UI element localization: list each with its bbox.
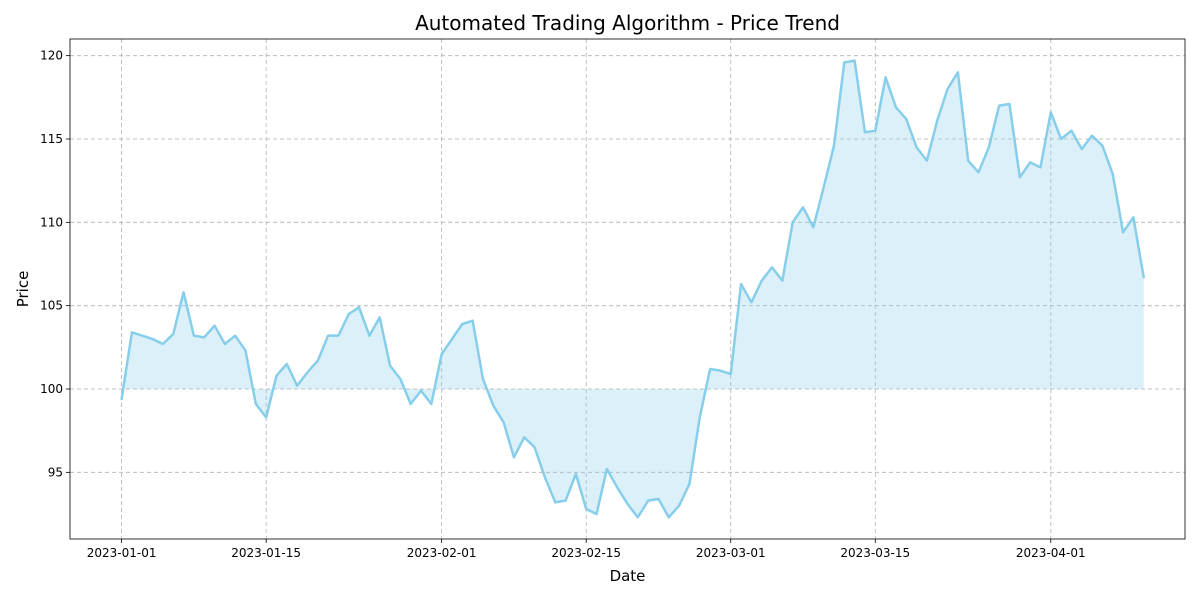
y-tick-label: 110 bbox=[40, 215, 63, 229]
y-tick-label: 120 bbox=[40, 49, 63, 63]
x-tick-label: 2023-03-15 bbox=[840, 546, 910, 560]
y-tick-label: 105 bbox=[40, 299, 63, 313]
chart-title: Automated Trading Algorithm - Price Tren… bbox=[415, 11, 840, 35]
y-tick-label: 100 bbox=[40, 382, 63, 396]
price-line bbox=[120, 59, 1145, 519]
x-axis-label: Date bbox=[610, 567, 646, 585]
x-tick-label: 2023-02-15 bbox=[551, 546, 621, 560]
baseline-fill-area bbox=[121, 60, 1144, 518]
x-tick-label: 2023-01-15 bbox=[231, 546, 301, 560]
y-tick-label: 115 bbox=[40, 132, 63, 146]
tick-layer: 95 100 105 110 115 120 2023-01-01 2023-01-15 202… bbox=[40, 49, 1086, 560]
x-tick-label: 2023-04-01 bbox=[1016, 546, 1086, 560]
x-tick-label: 2023-01-01 bbox=[87, 546, 157, 560]
series-layer bbox=[120, 59, 1145, 519]
x-tick-label: 2023-02-01 bbox=[407, 546, 477, 560]
y-tick-label: 95 bbox=[48, 465, 63, 479]
x-tick-label: 2023-03-01 bbox=[696, 546, 766, 560]
y-axis-label: Price bbox=[14, 271, 32, 308]
grid bbox=[70, 39, 1185, 539]
plot-frame bbox=[69, 38, 1186, 540]
